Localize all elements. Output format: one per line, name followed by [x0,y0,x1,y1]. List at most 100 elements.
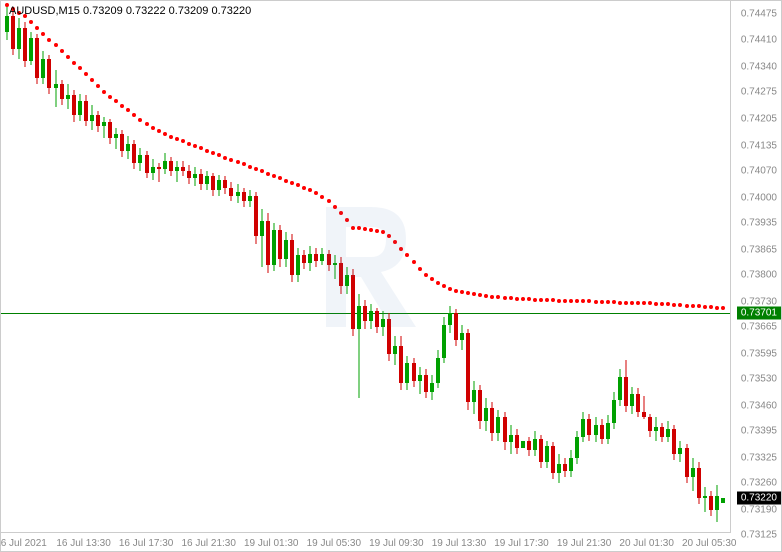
candlestick[interactable] [278,225,282,267]
candlestick[interactable] [496,410,500,441]
candlestick[interactable] [442,317,446,363]
candlestick[interactable] [685,444,689,483]
candlestick[interactable] [96,111,100,132]
candlestick[interactable] [405,356,409,391]
candlestick[interactable] [199,169,203,190]
candlestick[interactable] [169,157,173,176]
candlestick[interactable] [581,412,585,443]
candlestick[interactable] [393,336,397,365]
candlestick[interactable] [35,34,39,84]
candlestick[interactable] [557,454,561,483]
candlestick[interactable] [290,234,294,282]
candlestick[interactable] [120,130,124,157]
candlestick[interactable] [678,441,682,462]
candlestick[interactable] [490,402,494,441]
candlestick[interactable] [709,491,713,516]
candlestick[interactable] [430,375,434,400]
candlestick[interactable] [594,417,598,442]
candlestick[interactable] [23,22,27,66]
candlestick[interactable] [527,437,531,456]
candlestick[interactable] [551,442,555,479]
candlestick[interactable] [41,51,45,84]
candlestick[interactable] [181,161,185,176]
candlestick[interactable] [254,192,258,244]
candlestick[interactable] [460,325,464,350]
candlestick[interactable] [272,223,276,271]
candlestick[interactable] [11,11,15,55]
candlestick[interactable] [187,165,191,184]
candlestick[interactable] [630,387,634,414]
candlestick[interactable] [618,369,622,406]
candlestick[interactable] [223,176,227,193]
candlestick[interactable] [90,105,94,130]
candlestick[interactable] [236,184,240,203]
candlestick[interactable] [484,398,488,431]
candlestick[interactable] [472,381,476,414]
candlestick[interactable] [284,232,288,267]
candlestick[interactable] [539,435,543,468]
candlestick[interactable] [102,117,106,138]
candlestick[interactable] [569,450,573,477]
candlestick[interactable] [266,213,270,273]
candlestick[interactable] [697,462,701,504]
candlestick[interactable] [29,32,33,65]
candlestick[interactable] [642,396,646,419]
candlestick[interactable] [260,209,264,267]
candlestick[interactable] [114,128,118,149]
candlestick[interactable] [648,414,652,437]
candlestick[interactable] [448,306,452,333]
candlestick[interactable] [54,70,58,107]
candlestick[interactable] [721,498,725,503]
candlestick[interactable] [108,119,112,144]
candlestick[interactable] [78,94,82,121]
candlestick[interactable] [466,329,470,410]
candlestick[interactable] [66,84,70,109]
candlestick[interactable] [515,429,519,454]
candlestick[interactable] [17,18,21,58]
candlestick[interactable] [138,148,142,171]
candlestick[interactable] [612,392,616,429]
candlestick[interactable] [72,90,76,123]
candlestick[interactable] [533,431,537,456]
candlestick[interactable] [606,415,610,444]
candlestick[interactable] [666,421,670,442]
candlestick[interactable] [660,423,664,442]
candlestick[interactable] [175,161,179,182]
candlestick[interactable] [145,151,149,178]
candlestick[interactable] [703,487,707,512]
candlestick[interactable] [600,419,604,444]
candlestick[interactable] [60,80,64,105]
candlestick[interactable] [84,95,88,126]
candlestick[interactable] [418,367,422,394]
candlestick[interactable] [132,140,136,169]
candlestick[interactable] [654,417,658,440]
candlestick[interactable] [624,360,628,412]
candlestick[interactable] [242,188,246,207]
candlestick[interactable] [478,385,482,429]
candlestick[interactable] [126,136,130,159]
candlestick[interactable] [163,153,167,174]
candlestick[interactable] [399,336,403,390]
candlestick[interactable] [563,458,567,477]
candlestick[interactable] [205,171,209,190]
candlestick[interactable] [229,182,233,201]
candlestick[interactable] [157,163,161,182]
candlestick[interactable] [211,173,215,196]
candlestick[interactable] [575,431,579,464]
candlestick[interactable] [217,175,221,196]
candlestick[interactable] [691,458,695,491]
candlestick[interactable] [424,369,428,398]
candlestick[interactable] [715,485,719,522]
candlestick[interactable] [545,441,549,468]
candlestick[interactable] [412,358,416,387]
candlestick[interactable] [436,350,440,389]
candlestick[interactable] [587,414,591,441]
chart-plot-area[interactable] [1,1,731,533]
candlestick[interactable] [296,248,300,283]
candlestick[interactable] [672,425,676,460]
candlestick[interactable] [509,425,513,454]
candlestick[interactable] [47,55,51,94]
candlestick[interactable] [636,388,640,417]
candlestick[interactable] [454,309,458,346]
candlestick[interactable] [248,190,252,207]
